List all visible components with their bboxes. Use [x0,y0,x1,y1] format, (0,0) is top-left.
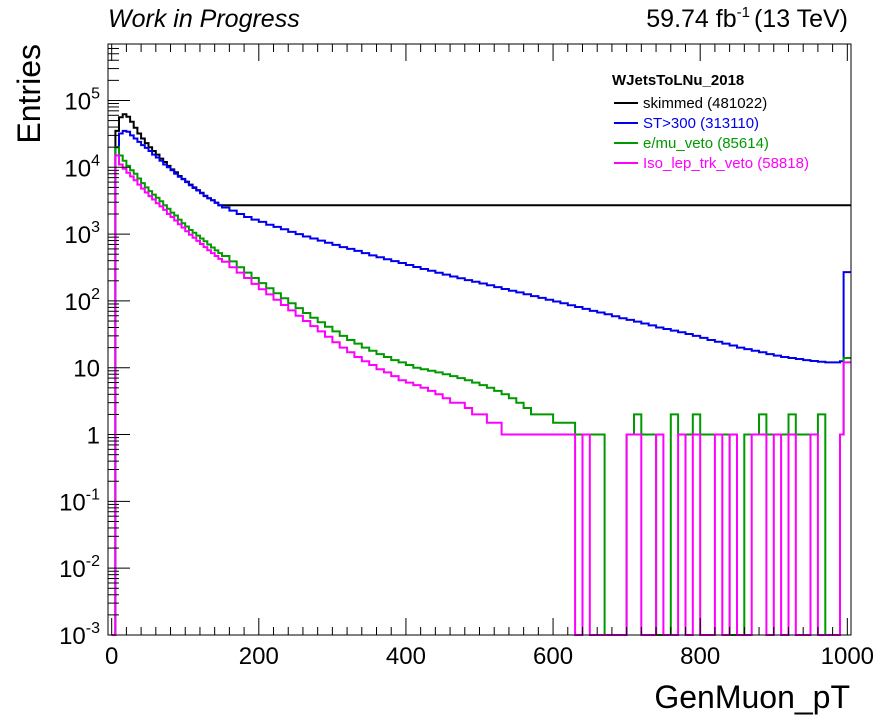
x-tick-label: 400 [386,643,426,670]
legend-entry-label: skimmed (481022) [643,95,767,112]
series-line-2 [111,146,851,636]
header-lumi-exp: -1 [737,4,750,21]
header-lumi-value: 59.74 fb [646,5,736,33]
y-tick-label: 1 [87,423,100,450]
legend-entry-label: Iso_lep_trk_veto (58818) [643,155,809,172]
x-axis-label: GenMuon_pT [654,679,850,715]
y-tick-label: 105 [64,85,100,115]
header-lumi-text: 59.74 fb-1 (13 TeV) [646,4,848,33]
y-tick-label: 10 [73,356,100,383]
x-tick-label: 0 [105,643,118,670]
y-tick-label: 10-2 [59,553,100,583]
y-tick-label: 102 [64,286,100,316]
legend-entry-label: e/mu_veto (85614) [643,135,769,152]
legend-entry-label: ST>300 (313110) [643,115,759,132]
x-tick-label: 600 [533,643,573,670]
header-energy: (13 TeV) [754,5,848,33]
x-tick-label: 1000 [821,643,874,670]
legend-entries: skimmed (481022) ST>300 (313110) e/mu_veto… [614,95,809,172]
y-tick-label: 104 [64,152,100,182]
series-line-1 [111,129,851,636]
x-tick-label: 200 [239,643,279,670]
plot-area [111,113,851,636]
legend-title: WJetsToLNu_2018 [612,72,744,89]
y-tick-label: 103 [64,219,100,249]
y-tick-label: 10-1 [59,486,100,516]
y-axis-label: Entries [11,44,47,144]
axes: 0 200 400 600 800 1000 10-3 10-2 10-1 1 10 102 103 10… [59,43,874,670]
x-tick-label: 800 [680,643,720,670]
plot-frame [107,43,852,636]
y-tick-label: 10-3 [59,620,100,650]
header-left-text: Work in Progress [108,5,300,33]
legend: WJetsToLNu_2018 skimmed (481022) ST>300 (… [612,72,809,172]
